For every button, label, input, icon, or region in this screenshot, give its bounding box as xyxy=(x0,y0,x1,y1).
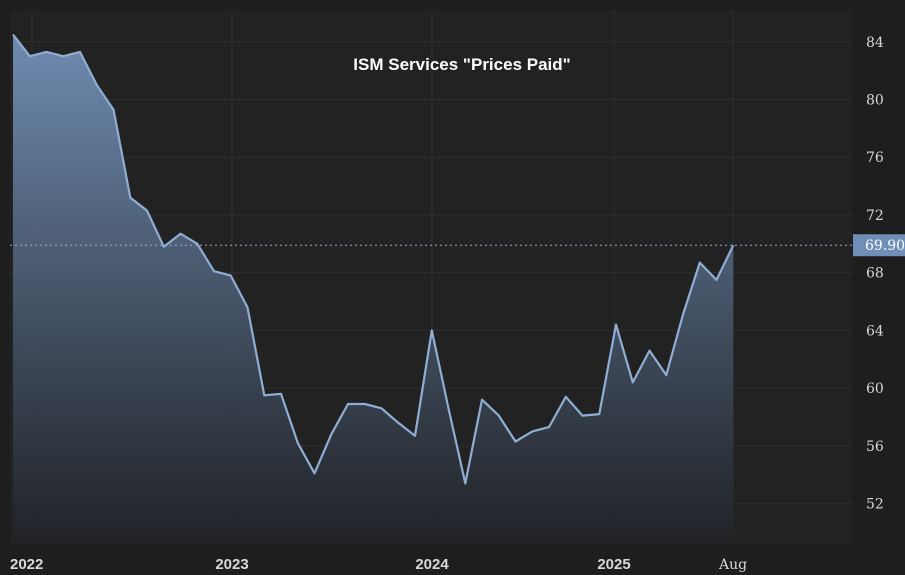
x-tick-label: 2023 xyxy=(215,556,248,573)
y-tick-label: 76 xyxy=(866,150,884,166)
y-tick-label: 64 xyxy=(866,323,884,339)
x-tick-label: 2025 xyxy=(597,556,630,573)
last-value-badge xyxy=(853,234,905,257)
x-tick-label: 2024 xyxy=(415,556,449,573)
series-line xyxy=(12,33,735,485)
y-tick-label: 84 xyxy=(866,35,884,51)
chart-title: ISM Services "Prices Paid" xyxy=(353,55,570,74)
x-axis: 2022 2023 2024 2025 Aug xyxy=(10,556,747,573)
x-tick-label: 2022 xyxy=(10,556,43,573)
y-tick-label: 72 xyxy=(866,208,884,224)
y-tick-label: 60 xyxy=(866,381,884,397)
y-axis: 52 56 60 64 68 72 76 80 84 xyxy=(866,35,884,513)
y-tick-label: 68 xyxy=(866,266,884,282)
last-value-label: 69.90 xyxy=(865,238,905,254)
series-area-fill xyxy=(13,34,734,544)
y-tick-label: 56 xyxy=(866,439,884,455)
y-tick-label: 52 xyxy=(866,497,884,513)
y-tick-label: 80 xyxy=(866,92,884,108)
x-tick-label: Aug xyxy=(718,557,747,573)
